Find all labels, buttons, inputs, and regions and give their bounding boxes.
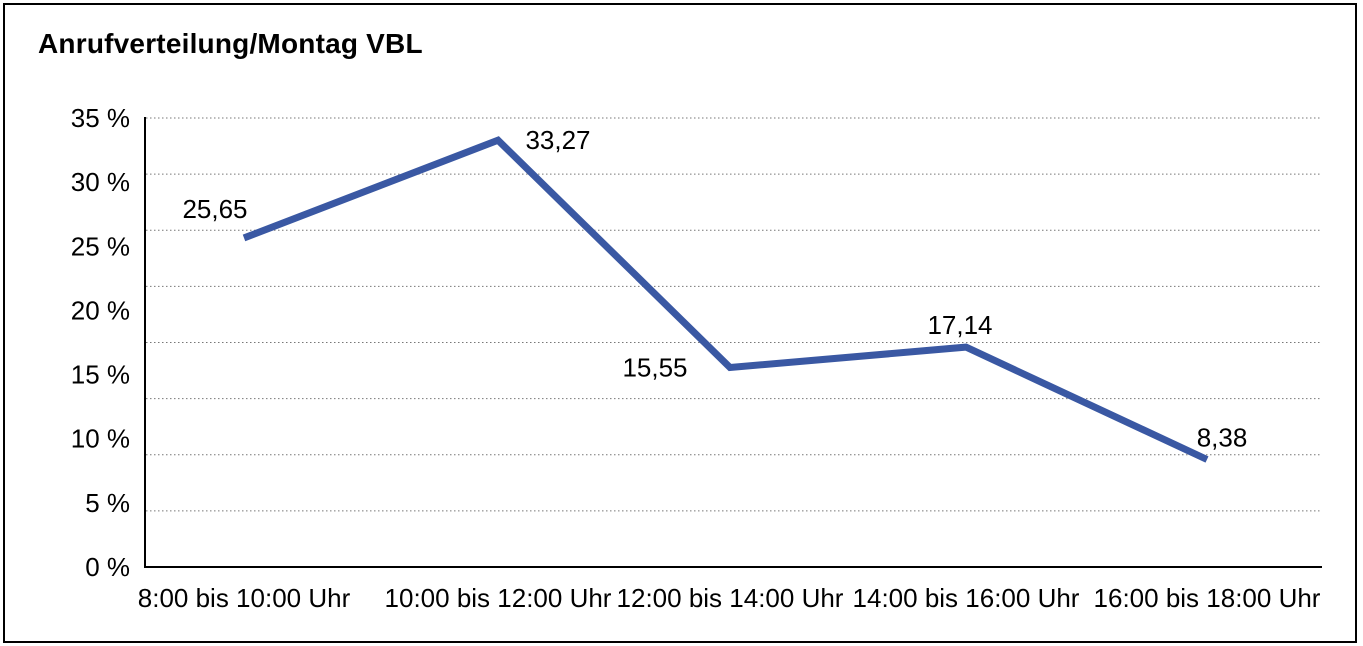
data-point-label: 17,14 — [927, 310, 992, 340]
data-point-label: 25,65 — [182, 194, 247, 224]
y-tick-label: 0 % — [85, 552, 130, 582]
y-tick-label: 15 % — [71, 360, 130, 390]
x-category-label: 10:00 bis 12:00 Uhr — [385, 583, 612, 613]
x-category-label: 14:00 bis 16:00 Uhr — [853, 583, 1080, 613]
y-tick-label: 5 % — [85, 488, 130, 518]
chart-title: Anrufverteilung/Montag VBL — [38, 28, 423, 59]
x-category-label: 12:00 bis 14:00 Uhr — [617, 583, 844, 613]
y-tick-label: 25 % — [71, 231, 130, 261]
data-point-label: 8,38 — [1197, 422, 1248, 452]
data-point-label: 33,27 — [525, 125, 590, 155]
chart-border — [3, 3, 1357, 643]
y-tick-label: 10 % — [71, 424, 130, 454]
series-line — [242, 136, 1209, 463]
data-point-label: 15,55 — [622, 353, 687, 383]
y-tick-label: 20 % — [71, 295, 130, 325]
y-tick-label: 30 % — [71, 167, 130, 197]
x-category-label: 8:00 bis 10:00 Uhr — [138, 583, 351, 613]
x-category-label: 16:00 bis 18:00 Uhr — [1094, 583, 1321, 613]
y-tick-label: 35 % — [71, 103, 130, 133]
